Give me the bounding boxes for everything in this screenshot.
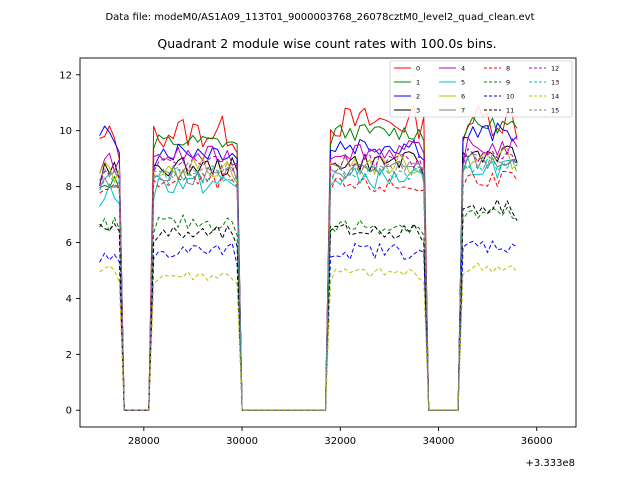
y-tick-label: 6	[66, 238, 72, 249]
figure-suptitle: Data file: modeM0/AS1A09_113T01_90000037…	[105, 12, 534, 23]
chart-title: Quadrant 2 module wise count rates with …	[157, 36, 496, 51]
legend-label-4: 4	[461, 65, 465, 73]
legend-label-10: 10	[506, 93, 514, 101]
y-tick-label: 4	[66, 294, 72, 305]
legend-label-11: 11	[506, 107, 514, 115]
y-tick-label: 0	[66, 406, 72, 417]
legend-label-5: 5	[461, 79, 465, 87]
x-tick-label: 34000	[423, 436, 455, 447]
plot-lines	[99, 105, 518, 411]
legend-label-12: 12	[551, 65, 559, 73]
legend-box	[389, 60, 573, 118]
series-line-15	[99, 153, 518, 411]
series-line-11	[99, 198, 518, 411]
x-offset-label: +3.333e8	[525, 458, 575, 469]
x-tick-label: 28000	[128, 436, 160, 447]
legend-label-14: 14	[551, 93, 559, 101]
legend-label-13: 13	[551, 79, 559, 87]
y-tick-label: 12	[59, 70, 72, 81]
y-tick-label: 2	[66, 350, 72, 361]
y-tick-label: 10	[59, 126, 72, 137]
legend-label-9: 9	[506, 79, 510, 87]
legend-label-15: 15	[551, 107, 559, 115]
legend-label-2: 2	[416, 93, 420, 101]
y-tick-label: 8	[66, 182, 72, 193]
legend-label-0: 0	[416, 65, 420, 73]
x-tick-label: 36000	[521, 436, 553, 447]
legend-label-6: 6	[461, 93, 465, 101]
legend-label-3: 3	[416, 107, 420, 115]
legend-label-8: 8	[506, 65, 510, 73]
legend-label-7: 7	[461, 107, 465, 115]
x-tick-label: 30000	[226, 436, 258, 447]
legend-label-1: 1	[416, 79, 420, 87]
x-tick-label: 32000	[324, 436, 356, 447]
